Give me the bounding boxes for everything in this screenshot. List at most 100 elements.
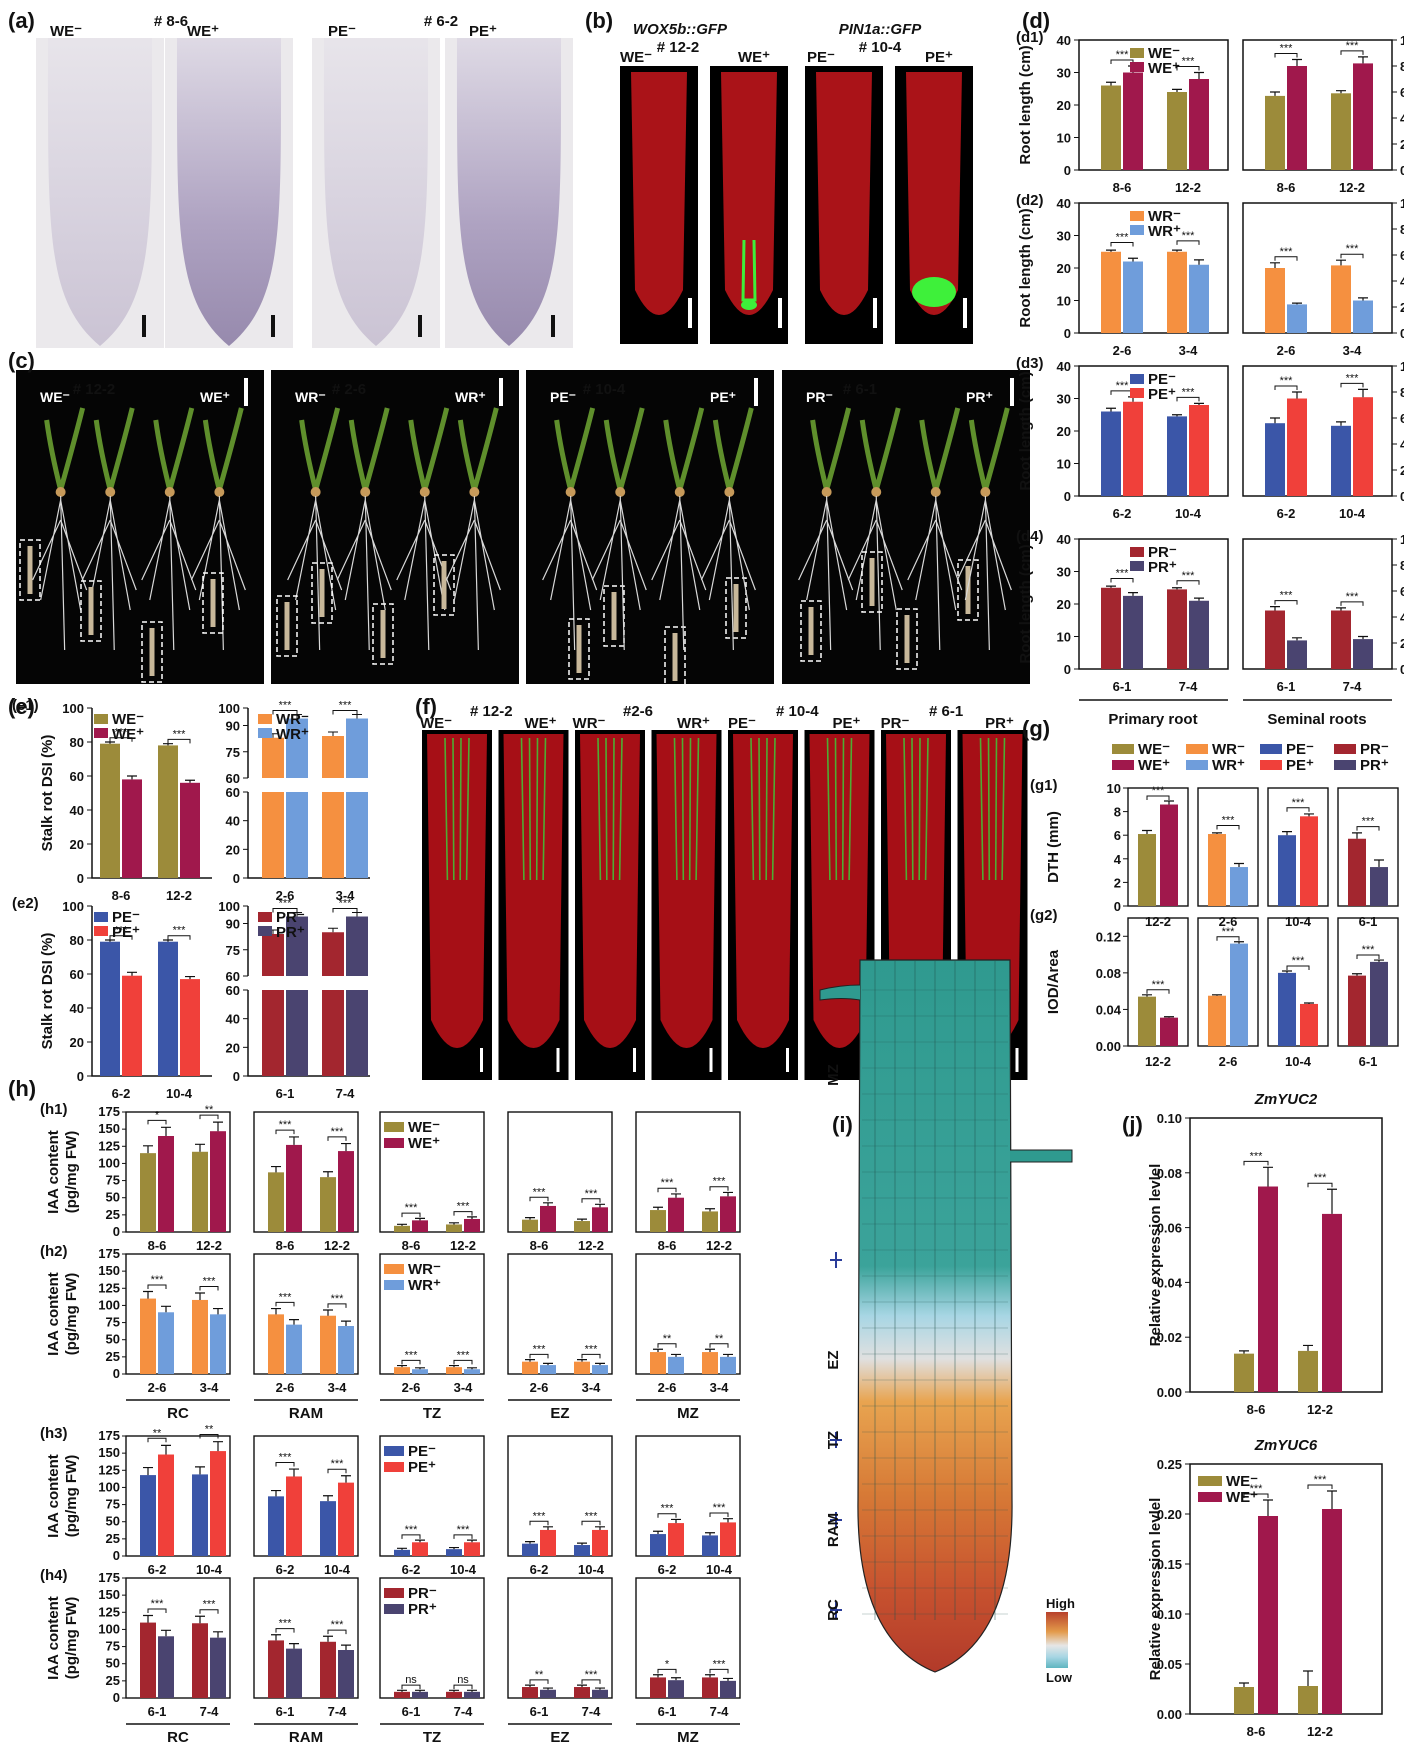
axis-break-gap <box>320 778 372 792</box>
significance-bracket <box>1176 66 1200 71</box>
tick-label: 0.20 <box>1157 1507 1182 1522</box>
significance-label: *** <box>533 1510 547 1522</box>
legend-label: High <box>1046 1596 1075 1611</box>
legend-label: WE⁺ <box>408 1135 440 1152</box>
category-label: 8-6 <box>112 888 131 903</box>
photo-label: PE⁻ <box>550 389 576 405</box>
significance-bracket <box>1274 385 1298 390</box>
plant-leaf <box>93 407 135 491</box>
plot-frame <box>1189 1463 1383 1715</box>
tick-label: 40 <box>1057 196 1071 211</box>
bar <box>1265 268 1285 333</box>
zone-label: TZ <box>423 1405 441 1422</box>
y-axis-label: Root length (cm) <box>1017 544 1034 663</box>
significance-bracket <box>529 1196 549 1202</box>
legend-label: PE⁻ <box>408 1443 436 1460</box>
bar <box>1348 975 1366 1046</box>
plot-frame <box>253 1435 359 1557</box>
bar <box>322 736 344 778</box>
tick-label: 0 <box>113 1548 120 1563</box>
axis-break-gap <box>320 976 372 990</box>
tick-label: 80 <box>70 735 84 750</box>
significance-bracket <box>199 1434 219 1439</box>
error-bar <box>595 1203 605 1208</box>
significance-label: *** <box>1182 570 1196 582</box>
tick-label: 20 <box>1400 137 1404 152</box>
significance-label: *** <box>279 1119 293 1131</box>
tick-label: 75 <box>106 1497 120 1512</box>
error-bar <box>195 1466 205 1475</box>
error-bar <box>449 1364 459 1368</box>
significance-label: * <box>155 1109 160 1121</box>
tick-label: 0.00 <box>1096 1039 1121 1054</box>
significance-bracket <box>327 1136 347 1141</box>
significance-label: *** <box>405 1524 419 1536</box>
error-bar <box>105 939 115 942</box>
significance-label: *** <box>115 727 129 739</box>
zone-label: TZ <box>423 1729 441 1743</box>
vascular-signal <box>848 737 853 881</box>
legend-swatch <box>1186 760 1208 770</box>
y-axis-label: Root length (cm) <box>1017 45 1034 164</box>
confocal-root-photo <box>498 730 569 1080</box>
category-label: 8-6 <box>1247 1724 1266 1739</box>
error-bar <box>1336 421 1346 426</box>
significance-bracket <box>1243 1493 1269 1498</box>
significance-label: *** <box>1116 232 1130 244</box>
tick-label: 20 <box>226 1040 240 1055</box>
bar <box>320 1177 336 1232</box>
vascular-signal <box>520 737 525 881</box>
legend-swatch <box>1112 744 1134 754</box>
photo-label: WE⁻ <box>620 49 652 66</box>
significance-bracket <box>327 1303 347 1308</box>
category-label: 6-1 <box>530 1704 549 1719</box>
tick-label: 60 <box>70 769 84 784</box>
vascular-signal <box>535 737 539 881</box>
significance-bracket <box>147 1284 167 1289</box>
significance-bracket <box>709 1343 729 1348</box>
y-axis-label: (pg/mg FW) <box>63 1131 80 1213</box>
category-label: 10-4 <box>450 1562 477 1577</box>
bar <box>1230 867 1248 906</box>
significance-label: *** <box>1292 955 1306 967</box>
line-label: #2-6 <box>623 703 653 720</box>
zone-label: EZ <box>825 1350 842 1369</box>
error-bar <box>328 927 338 933</box>
vascular-signal <box>771 737 776 881</box>
error-bar <box>1352 973 1362 976</box>
zone-label: MZ <box>677 1729 699 1743</box>
plant-root <box>847 495 903 651</box>
error-bar <box>705 1208 715 1212</box>
error-bar <box>723 1677 733 1681</box>
significance-bracket <box>327 1629 347 1635</box>
error-bar <box>1304 1002 1314 1004</box>
legend-label: WE⁻ <box>1138 741 1170 758</box>
significance-bracket <box>581 1520 601 1526</box>
bar <box>1331 610 1351 669</box>
category-label: 10-4 <box>166 1086 193 1101</box>
vascular-signal <box>979 737 984 881</box>
error-bar <box>1194 597 1204 601</box>
plot-frame <box>379 1577 485 1699</box>
photo-label: PE⁻ <box>807 49 835 66</box>
legend-label: PR⁺ <box>276 924 305 941</box>
heat-legend <box>1046 1612 1068 1668</box>
error-bar <box>467 1216 477 1219</box>
significance-label: *** <box>1346 40 1360 52</box>
significance-label: *** <box>1116 568 1130 580</box>
bar <box>158 941 178 1076</box>
significance-bracket <box>332 710 358 715</box>
bar <box>668 1680 684 1698</box>
legend-swatch <box>258 714 272 724</box>
subpanel-label: (d3) <box>1016 355 1044 372</box>
error-bar <box>1292 391 1302 399</box>
tick-label: 20 <box>1057 261 1071 276</box>
legend-swatch <box>1112 760 1134 770</box>
category-label: 12-2 <box>706 1238 732 1253</box>
error-bar <box>127 971 137 976</box>
significance-bracket <box>1307 1182 1333 1188</box>
vascular-signal <box>681 737 685 881</box>
plot-frame <box>635 1111 741 1233</box>
label-layer: (a) (b)(c)(d)(e) (f)(g)(h)(i) (j)WE⁻ WE⁺ PE⁻ P… <box>8 8 1404 1743</box>
significance-bracket <box>1307 1484 1333 1489</box>
